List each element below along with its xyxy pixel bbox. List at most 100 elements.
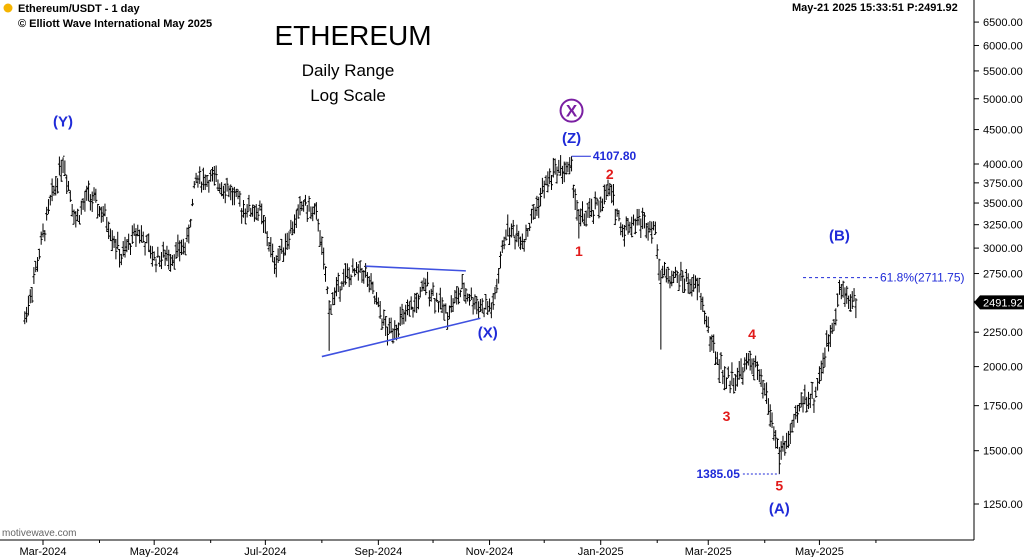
watermark: motivewave.com (2, 528, 76, 539)
ohlc-bar (560, 165, 564, 185)
ohlc-bar (74, 211, 78, 228)
ohlc-bar (564, 161, 568, 175)
wave-label: (A) (769, 501, 790, 518)
ohlc-bar (37, 248, 41, 260)
ohlc-bar (626, 218, 630, 235)
ohlc-bar (735, 367, 739, 387)
ohlc-bar (256, 207, 260, 221)
ohlc-bar (761, 379, 765, 399)
ohlc-bar (517, 230, 521, 247)
ohlc-bar (229, 184, 233, 201)
ohlc-bar (85, 185, 89, 201)
ohlc-bar (438, 287, 442, 310)
ohlc-bar (544, 175, 548, 186)
ohlc-bar (427, 290, 431, 307)
ohlc-bar (141, 231, 145, 243)
ohlc-bar (828, 325, 832, 348)
ohlc-bar (781, 435, 785, 452)
ohlc-bar (247, 194, 251, 212)
ohlc-bar (586, 202, 590, 218)
ohlc-bar (825, 330, 829, 347)
ohlc-bar (314, 202, 318, 220)
ohlc-bar (588, 198, 592, 219)
ohlc-bar (280, 238, 284, 254)
ohlc-bar (652, 221, 656, 231)
ohlc-bar (50, 178, 54, 202)
ohlc-bar (389, 317, 393, 334)
ohlc-bar (416, 294, 420, 310)
ohlc-bar (67, 180, 71, 191)
ohlc-bar (796, 404, 800, 423)
y-tick-label: 5500.00 (983, 66, 1023, 78)
ohlc-bar (282, 247, 286, 262)
ohlc-bar (728, 380, 732, 394)
ohlc-bar (92, 187, 96, 201)
ohlc-bar (768, 404, 772, 427)
ohlc-bar (96, 203, 100, 219)
y-tick-label: 3750.00 (983, 178, 1023, 190)
ohlc-bar (41, 223, 45, 238)
ohlc-bar (88, 194, 92, 211)
ohlc-bar (176, 234, 180, 257)
ohlc-bar (170, 254, 174, 266)
ohlc-bar (520, 233, 524, 249)
y-tick-label: 6000.00 (983, 40, 1023, 52)
ohlc-bar (365, 272, 369, 287)
ohlc-bar (655, 244, 659, 259)
ohlc-bar (147, 233, 151, 253)
y-tick-label: 4000.00 (983, 159, 1023, 171)
ohlc-bar (46, 199, 50, 214)
ohlc-bar (528, 222, 532, 232)
ohlc-bar (161, 241, 165, 258)
ohlc-bar (637, 208, 641, 226)
ohlc-bar (413, 293, 417, 313)
ohlc-bar (243, 208, 247, 225)
ohlc-bar (801, 396, 805, 413)
ohlc-bar (477, 301, 481, 319)
ohlc-bar (338, 286, 342, 302)
ohlc-bar (79, 200, 83, 215)
ohlc-bar (207, 179, 211, 193)
ohlc-bar (500, 240, 504, 254)
ohlc-bar (489, 302, 493, 319)
ohlc-bar (686, 273, 690, 294)
ohlc-bar (540, 177, 544, 194)
ohlc-bar (272, 257, 276, 274)
ohlc-bar (271, 243, 275, 263)
wave-label: 3 (723, 408, 731, 424)
ohlc-bar (462, 282, 466, 302)
ohlc-bar (98, 206, 102, 217)
ohlc-bar (827, 334, 831, 352)
ohlc-bar (406, 299, 410, 316)
ohlc-bar (848, 294, 852, 312)
y-tick-label: 3250.00 (983, 220, 1023, 232)
price-marker-label: 4107.80 (593, 149, 637, 163)
ohlc-bar (183, 242, 187, 256)
ohlc-bar (125, 239, 129, 253)
ohlc-bar (806, 391, 810, 410)
ohlc-bar (112, 235, 116, 248)
ohlc-bar (715, 351, 719, 365)
ohlc-bar (331, 292, 335, 306)
ohlc-bar (201, 167, 205, 191)
ohlc-bar (610, 184, 614, 204)
ohlc-bar (524, 224, 528, 241)
ohlc-bar (440, 297, 444, 314)
price-marker-label: 1385.05 (696, 467, 740, 481)
ohlc-bar (697, 277, 701, 293)
ohlc-bar (537, 196, 541, 219)
ohlc-bar (661, 265, 665, 279)
status-line: May-21 2025 15:33:51 P:2491.92 (792, 2, 958, 14)
ohlc-bar (591, 210, 595, 224)
ohlc-bar (486, 301, 490, 315)
ohlc-bar (493, 286, 497, 300)
ohlc-bar (732, 377, 736, 394)
ohlc-bar (220, 182, 224, 197)
ohlc-bar (730, 362, 734, 386)
ohlc-bar (509, 223, 513, 238)
ohlc-bar (701, 296, 705, 312)
ohlc-bar (743, 357, 747, 372)
ohlc-bar (322, 247, 326, 270)
ohlc-bar (376, 297, 380, 308)
ohlc-bar (755, 361, 759, 380)
